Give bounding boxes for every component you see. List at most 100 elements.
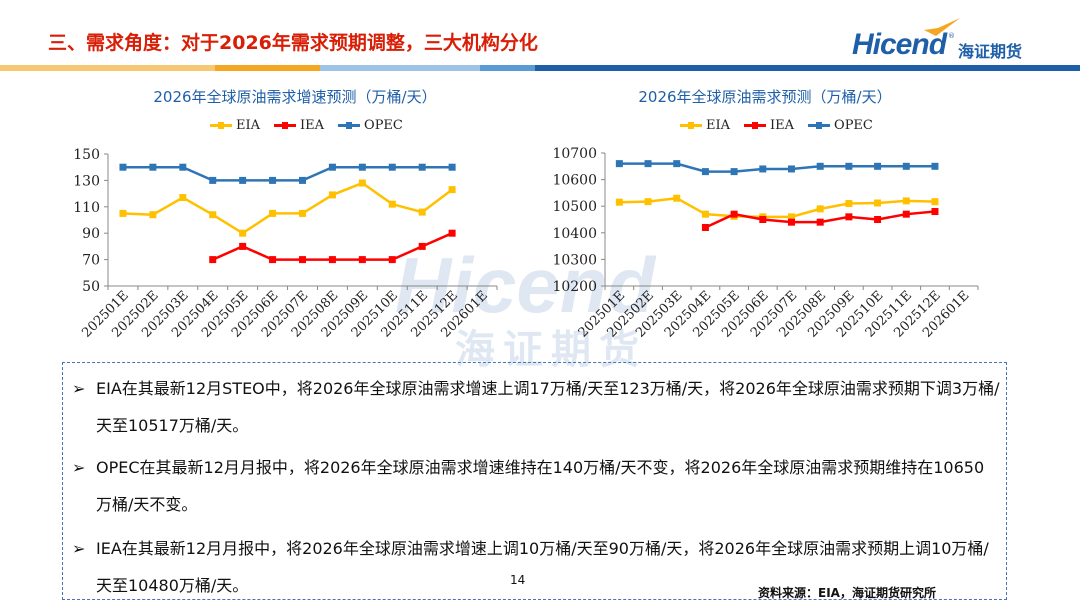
data-point-opec <box>874 162 882 170</box>
data-point-eia <box>299 209 306 217</box>
data-point-opec <box>931 162 939 170</box>
data-point-opec <box>358 163 366 171</box>
data-point-eia <box>845 200 853 208</box>
data-point-opec <box>701 168 709 176</box>
data-point-iea <box>269 256 277 264</box>
data-point-opec <box>179 163 187 171</box>
bullet-arrow-icon: ➢ <box>72 379 86 398</box>
legend-item-iea: IEA <box>274 118 324 133</box>
chart-legend-demand: EIA IEA OPEC <box>680 118 873 133</box>
data-point-opec <box>119 163 127 171</box>
data-point-iea <box>388 256 396 264</box>
data-point-eia <box>448 186 456 194</box>
data-point-opec <box>759 165 767 173</box>
y-tick-label: 90 <box>82 226 100 242</box>
data-point-opec <box>845 162 853 170</box>
data-point-opec <box>902 162 910 170</box>
header-bar-segment <box>480 65 535 71</box>
note-text: OPEC在其最新12月月报中，将2026年全球原油需求增速维持在140万桶/天不… <box>96 458 985 514</box>
y-tick-label: 150 <box>73 147 100 163</box>
data-point-eia <box>644 198 652 206</box>
series-line-iea <box>212 232 453 261</box>
data-point-iea <box>902 210 910 218</box>
y-tick-label: 10200 <box>552 279 597 295</box>
data-point-opec <box>448 163 456 171</box>
page-number: 14 <box>510 573 526 587</box>
data-point-opec <box>299 176 306 184</box>
legend-opec-swatch <box>338 122 361 129</box>
legend-opec-swatch <box>808 122 831 129</box>
series-line-opec <box>619 162 935 173</box>
data-point-opec <box>816 162 824 170</box>
data-point-opec <box>209 176 217 184</box>
data-point-opec <box>328 163 336 171</box>
data-point-eia <box>701 210 709 218</box>
y-tick-label: 10600 <box>552 173 597 189</box>
data-point-opec <box>644 160 652 168</box>
y-tick-label: 130 <box>73 173 100 189</box>
data-point-eia <box>931 198 939 206</box>
data-point-iea <box>209 256 217 264</box>
registered-icon: ® <box>948 32 955 40</box>
data-point-opec <box>239 176 247 184</box>
demand-forecast-chart: 102001030010400105001060010700202501E202… <box>552 146 979 341</box>
data-point-eia <box>269 209 277 217</box>
data-point-iea <box>328 256 336 264</box>
legend-eia-swatch <box>210 122 232 129</box>
header-bar-segment <box>215 65 320 71</box>
note-item-opec: ➢ OPEC在其最新12月月报中，将2026年全球原油需求增速维持在140万桶/… <box>72 449 1000 523</box>
header-bar-segment <box>535 65 1080 71</box>
company-logo: Hicend ® 海证期货 <box>852 18 1052 66</box>
header-bar-segment <box>0 65 215 71</box>
chart-title-demand: 2026年全球原油需求预测（万桶/天） <box>638 88 892 106</box>
legend-opec-label: OPEC <box>364 118 403 133</box>
data-point-iea <box>931 208 939 216</box>
y-tick-label: 70 <box>82 253 100 269</box>
data-point-eia <box>358 179 366 187</box>
note-item-iea: ➢ IEA在其最新12月月报中，将2026年全球原油需求增速上调10万桶/天至9… <box>72 530 1000 604</box>
legend-item-iea: IEA <box>744 118 794 133</box>
y-tick-label: 110 <box>73 200 100 216</box>
legend-item-opec: OPEC <box>338 118 403 133</box>
data-point-iea <box>816 218 824 226</box>
note-text: EIA在其最新12月STEO中，将2026年全球原油需求增速上调17万桶/天至1… <box>96 379 1000 435</box>
data-point-eia <box>418 208 426 216</box>
logo-chinese-name: 海证期货 <box>958 42 1023 61</box>
bullet-arrow-icon: ➢ <box>72 539 86 558</box>
legend-item-eia: EIA <box>680 118 730 133</box>
data-point-opec <box>730 168 738 176</box>
data-point-eia <box>615 198 623 206</box>
data-point-iea <box>788 218 795 226</box>
data-point-iea <box>874 216 882 223</box>
chart-legend-growth: EIA IEA OPEC <box>210 118 403 133</box>
data-point-eia <box>902 197 910 205</box>
y-tick-label: 10300 <box>552 252 597 268</box>
legend-iea-swatch <box>274 122 297 129</box>
data-point-eia <box>388 200 396 208</box>
y-tick-label: 10400 <box>552 226 597 242</box>
legend-eia-label: EIA <box>236 118 261 133</box>
source-note: 资料来源：EIA，海证期货研究所 <box>758 586 936 600</box>
data-point-iea <box>448 229 456 237</box>
data-point-iea <box>701 223 709 231</box>
legend-item-opec: OPEC <box>808 118 873 133</box>
legend-iea-label: IEA <box>770 118 795 133</box>
data-point-eia <box>874 199 882 207</box>
data-point-eia <box>179 194 187 202</box>
data-point-iea <box>299 256 306 264</box>
data-point-eia <box>239 229 247 237</box>
data-point-iea <box>759 216 767 223</box>
data-point-opec <box>673 160 681 168</box>
legend-opec-label: OPEC <box>834 118 873 133</box>
data-point-iea <box>239 242 247 250</box>
data-point-eia <box>209 211 217 219</box>
legend-eia-label: EIA <box>706 118 731 133</box>
data-point-iea <box>730 210 738 218</box>
data-point-opec <box>269 176 277 184</box>
data-point-opec <box>418 163 426 171</box>
data-point-opec <box>388 163 396 171</box>
note-item-eia: ➢ EIA在其最新12月STEO中，将2026年全球原油需求增速上调17万桶/天… <box>72 370 1000 444</box>
note-text: IEA在其最新12月月报中，将2026年全球原油需求增速上调10万桶/天至90万… <box>96 539 989 595</box>
legend-eia-swatch <box>680 122 702 129</box>
legend-iea-label: IEA <box>300 118 325 133</box>
